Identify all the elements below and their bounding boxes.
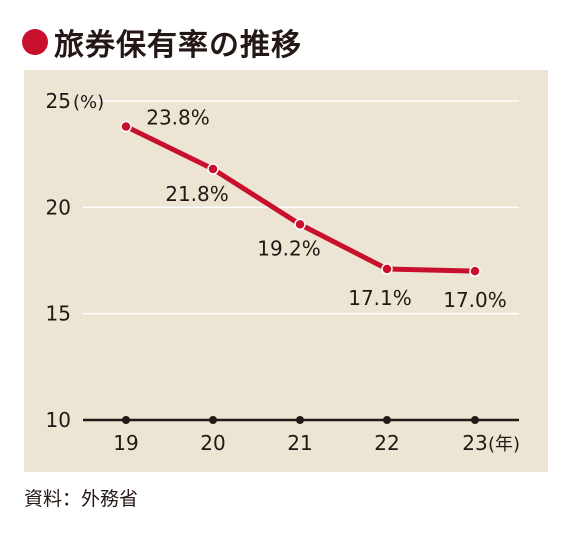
x-tick-label: 19 [113, 431, 138, 455]
x-tick-label: 21 [287, 431, 312, 455]
x-unit-label: (年) [488, 434, 520, 455]
data-label: 19.2% [257, 236, 321, 260]
data-point [207, 163, 219, 175]
x-axis [83, 416, 519, 424]
x-axis-tick-dot [209, 416, 217, 424]
chart-title: 旅券保有率の推移 [22, 22, 302, 63]
tick-labels: 10 15 20 25 (%) 19 20 21 22 23 (年) [46, 89, 521, 455]
source-note: 資料：外務省 [24, 488, 139, 510]
x-axis-tick-dot [296, 416, 304, 424]
y-tick-label: 10 [46, 408, 71, 432]
data-point [469, 265, 481, 277]
y-unit-label: (%) [73, 92, 104, 113]
y-tick-label: 15 [46, 302, 71, 326]
x-tick-label: 20 [200, 431, 225, 455]
data-points [120, 120, 481, 277]
bullet-icon [22, 29, 48, 55]
data-label: 17.0% [443, 288, 507, 312]
x-axis-tick-dot [471, 416, 479, 424]
data-point [381, 263, 393, 275]
x-tick-label: 23 [462, 431, 487, 455]
data-point [120, 120, 132, 133]
data-label: 17.1% [348, 286, 412, 310]
grid-lines [83, 100, 519, 315]
y-tick-label: 25 [46, 89, 71, 113]
x-axis-tick-dot [122, 416, 130, 424]
data-label: 23.8% [146, 106, 210, 130]
data-labels: 23.8% 21.8% 19.2% 17.1% 17.0% [146, 106, 507, 313]
data-point [294, 218, 306, 231]
data-label: 21.8% [165, 182, 229, 206]
x-tick-label: 22 [374, 431, 399, 455]
title-text: 旅券保有率の推移 [54, 28, 302, 63]
x-axis-tick-dot [383, 416, 391, 424]
y-tick-label: 20 [46, 195, 71, 219]
